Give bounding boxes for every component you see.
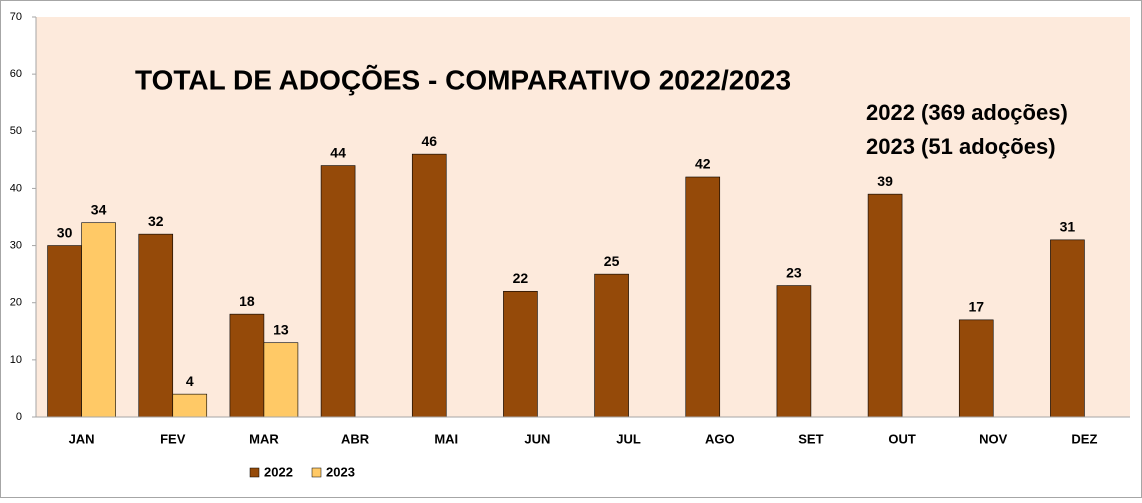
legend-label: 2022 [264,464,293,479]
data-label: 32 [148,213,164,229]
x-tick-label: JUL [616,431,641,446]
legend-swatch [311,467,322,478]
x-tick-label: JUN [524,431,550,446]
x-tick-label: ABR [341,431,370,446]
bar [867,193,903,418]
x-tick-label: FEV [160,431,186,446]
legend-swatch [249,467,260,478]
data-label: 42 [695,156,711,172]
data-label: 23 [786,264,802,280]
x-tick-label: SET [798,431,823,446]
data-label: 17 [968,299,984,315]
data-label: 39 [877,173,893,189]
bar [172,393,208,418]
x-tick-label: JAN [69,431,95,446]
data-label: 46 [421,133,437,149]
bar [263,342,299,418]
y-tick-label: 50 [10,125,22,137]
x-tick-label: OUT [888,431,916,446]
bar [138,233,174,418]
data-label: 13 [273,321,289,337]
legend-label: 2023 [326,464,355,479]
bar [503,290,538,418]
data-label: 34 [91,201,107,217]
bar [685,176,721,418]
bar [229,313,265,418]
annotation: 2022 (369 adoções) [866,100,1068,125]
bar [411,153,447,418]
x-tick-label: DEZ [1071,431,1097,446]
data-label: 18 [239,293,255,309]
bar [81,222,116,418]
data-label: 25 [604,253,620,269]
data-label: 30 [57,224,73,240]
chart-title: TOTAL DE ADOÇÕES - COMPARATIVO 2022/2023 [135,64,791,95]
x-tick-label: MAI [434,431,458,446]
data-label: 31 [1060,219,1076,235]
bar [47,245,82,418]
y-tick-label: 70 [10,11,22,23]
y-tick-label: 20 [10,297,22,309]
bar [776,285,812,418]
y-tick-label: 30 [10,239,22,251]
bar [1050,239,1085,418]
plot-area [36,17,1130,417]
bar [958,319,994,418]
y-tick-label: 10 [10,354,22,366]
bar [320,165,356,418]
x-tick-label: NOV [979,431,1008,446]
y-tick-label: 0 [16,411,22,423]
data-label: 4 [186,373,194,389]
bar [594,273,629,418]
y-tick-label: 60 [10,68,22,80]
data-label: 22 [513,270,529,286]
y-tick-label: 40 [10,182,22,194]
x-tick-label: AGO [705,431,735,446]
x-tick-label: MAR [249,431,279,446]
annotation: 2023 (51 adoções) [866,134,1056,159]
data-label: 44 [330,144,346,160]
